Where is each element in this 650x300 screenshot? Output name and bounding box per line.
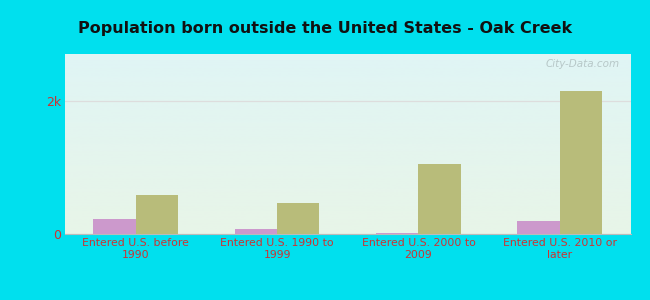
Bar (560, 91, 602, 234)
Bar (517, 221, 560, 234)
Bar (235, 229, 277, 234)
Bar (277, 203, 319, 234)
Bar (136, 195, 178, 234)
Bar (94, 219, 136, 234)
Bar (376, 233, 419, 234)
Bar (419, 164, 461, 234)
Text: Population born outside the United States - Oak Creek: Population born outside the United State… (78, 21, 572, 36)
Text: City-Data.com: City-Data.com (545, 59, 619, 69)
